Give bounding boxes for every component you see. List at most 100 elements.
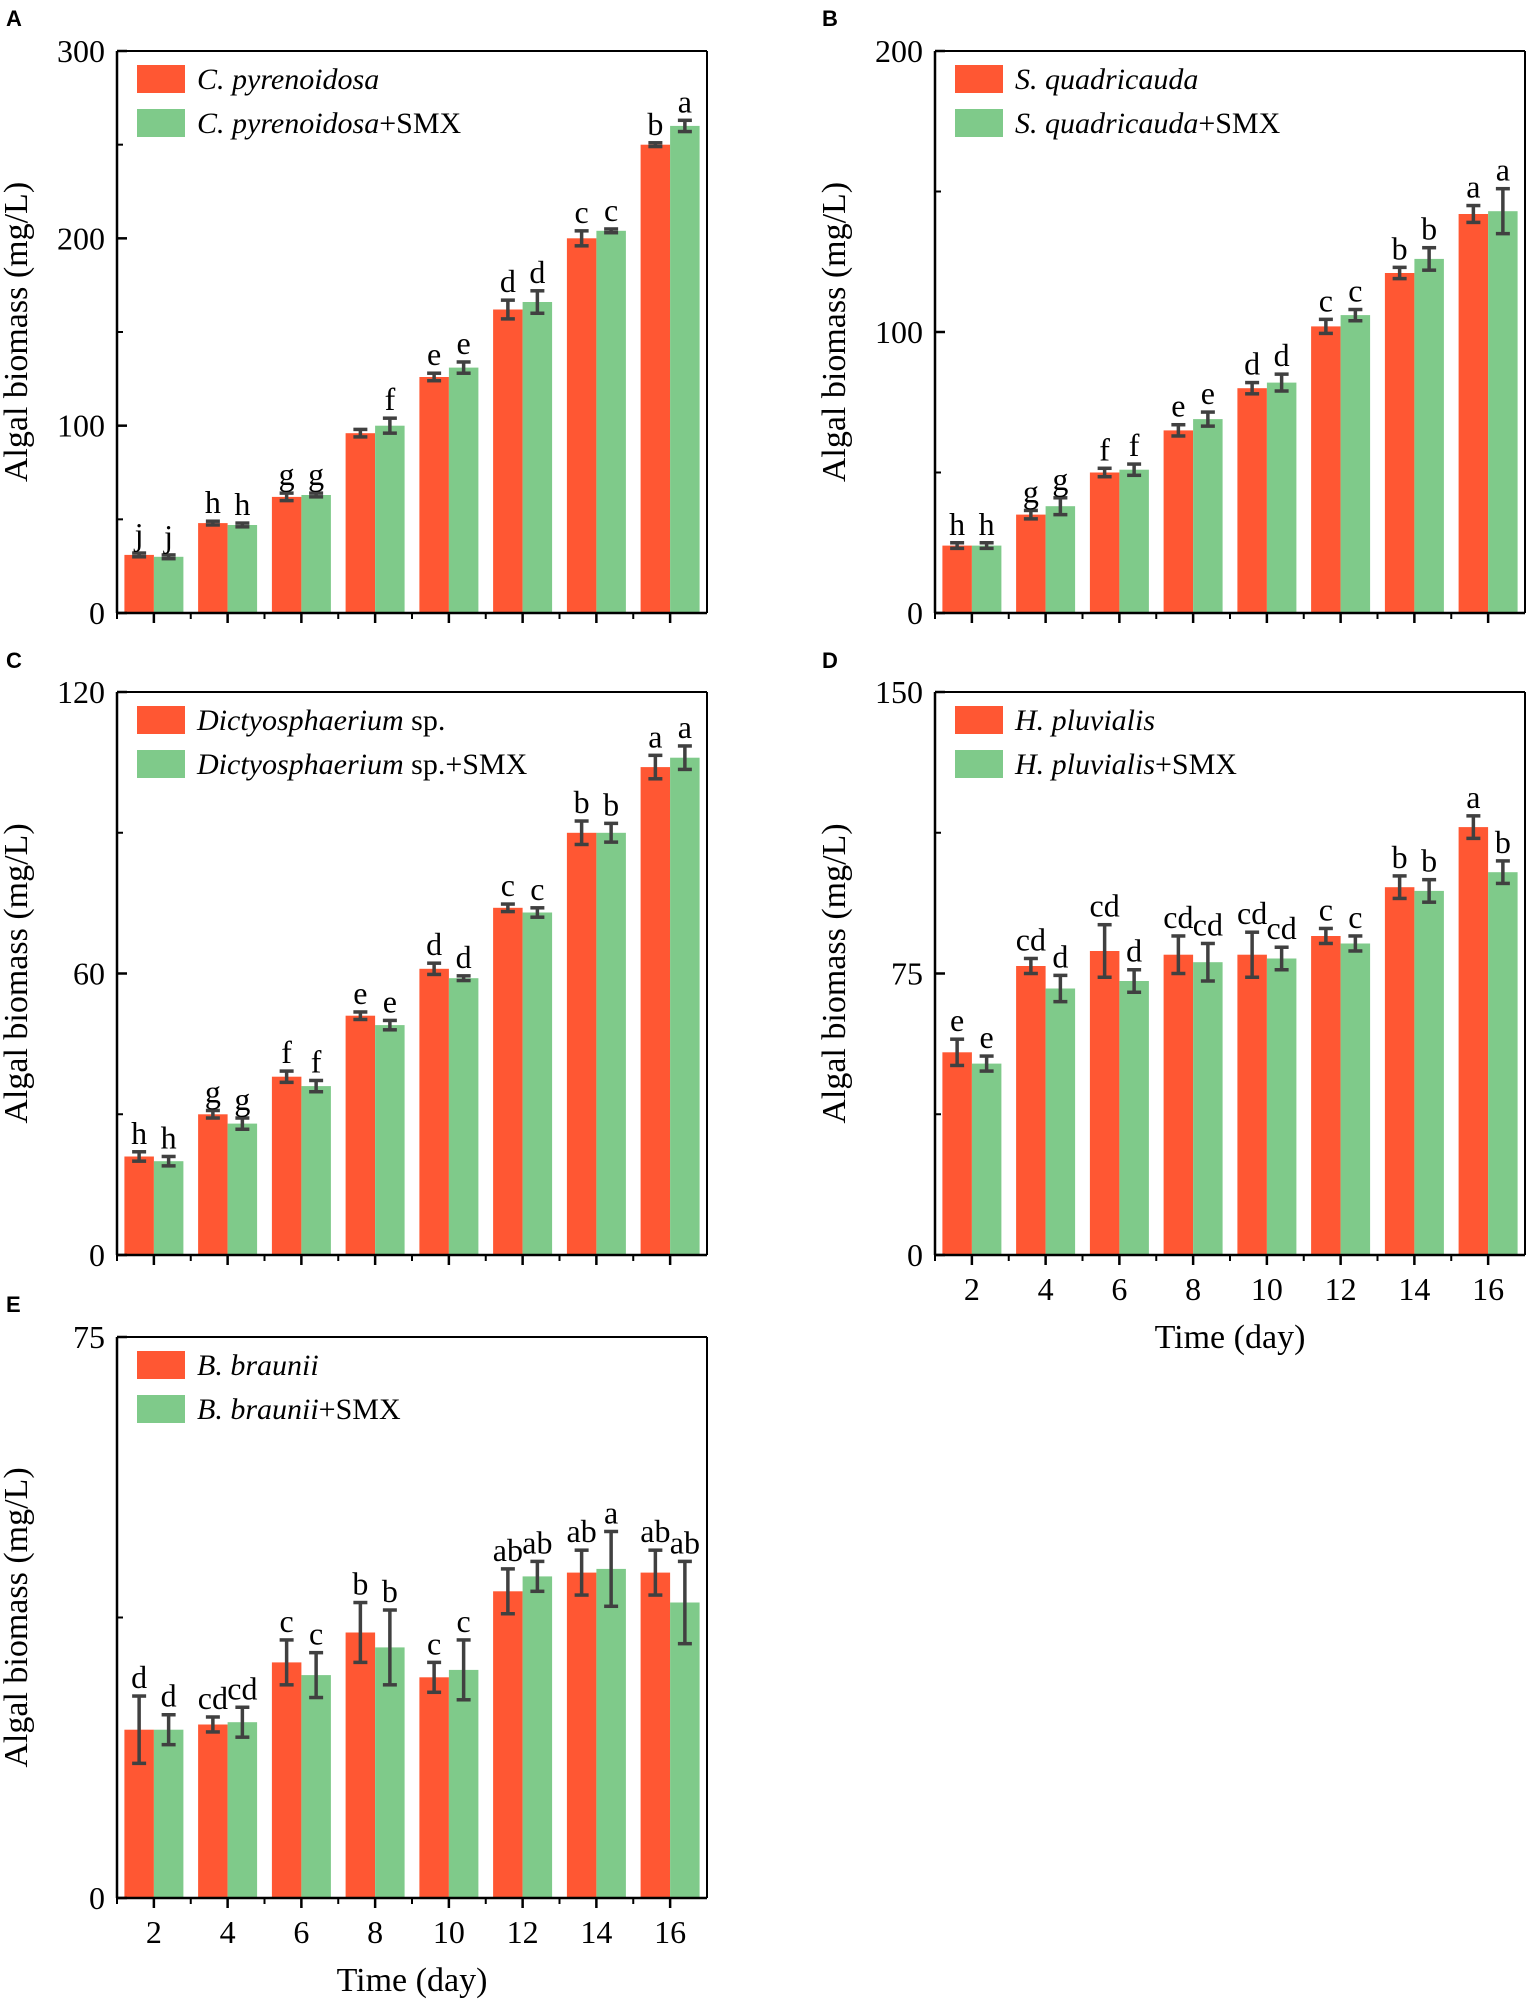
y-tick-label: 75 xyxy=(73,1319,105,1355)
error-bar xyxy=(309,1650,324,1700)
significance-label: a xyxy=(648,718,662,754)
error-bar xyxy=(456,974,471,983)
significance-label: cd xyxy=(227,1670,257,1706)
error-bar xyxy=(1200,941,1215,983)
x-tick-label: 12 xyxy=(507,1914,539,1950)
error-bar xyxy=(382,1608,397,1687)
error-bar xyxy=(1392,265,1407,281)
y-axis-title: Algal biomass (mg/L) xyxy=(0,182,35,482)
bar-smx-day-4 xyxy=(1045,988,1076,1255)
bar-smx-day-16 xyxy=(670,125,700,614)
significance-label: f xyxy=(385,381,396,417)
significance-label: f xyxy=(1129,427,1140,463)
significance-label: c xyxy=(574,194,588,230)
significance-label: a xyxy=(1496,152,1510,188)
legend-item-control: S. quadricauda xyxy=(955,63,1198,96)
y-axis-title: Algal biomass (mg/L) xyxy=(0,1467,35,1767)
error-bar xyxy=(427,1660,442,1695)
error-bar xyxy=(132,551,147,559)
bar-control-day-14 xyxy=(566,1572,597,1898)
significance-label: ab xyxy=(640,1513,670,1549)
legend-item-control: C. pyrenoidosa xyxy=(137,63,379,96)
error-bar xyxy=(604,227,619,235)
bar-control-day-6 xyxy=(1089,472,1120,613)
significance-label: ab xyxy=(670,1524,700,1560)
panel-letter: B xyxy=(822,6,838,31)
significance-label: b xyxy=(382,1573,398,1609)
y-axis-title: Algal biomass (mg/L) xyxy=(816,182,853,482)
significance-label: d xyxy=(1126,933,1142,969)
significance-label: c xyxy=(1319,892,1333,928)
legend-swatch xyxy=(955,109,1003,137)
bar-control-day-4 xyxy=(1016,514,1046,613)
error-bar xyxy=(950,541,965,551)
bar-smx-day-10 xyxy=(448,1669,479,1898)
panel-letter: E xyxy=(6,1292,21,1317)
bar-smx-day-8 xyxy=(375,1647,405,1898)
bar-smx-day-10 xyxy=(1266,382,1297,613)
error-bar xyxy=(161,553,176,561)
significance-label: e xyxy=(950,1002,964,1038)
bar-smx-day-10 xyxy=(1266,958,1297,1255)
legend-item-smx: S. quadricauda+SMX xyxy=(955,107,1281,140)
bar-control-day-10 xyxy=(419,377,449,613)
error-bar xyxy=(1274,945,1289,972)
bar-control-day-14 xyxy=(1384,887,1415,1255)
y-axis-title: Algal biomass (mg/L) xyxy=(0,823,35,1123)
x-tick-label: 6 xyxy=(293,1914,309,1950)
bar-smx-day-14 xyxy=(596,230,626,614)
bar-smx-day-10 xyxy=(448,367,479,613)
error-bar xyxy=(604,821,619,844)
error-bar xyxy=(1097,466,1112,479)
y-tick-label: 100 xyxy=(875,314,923,350)
error-bar xyxy=(382,1018,397,1032)
error-bar xyxy=(205,1108,220,1120)
bar-control-day-4 xyxy=(198,523,228,613)
significance-label: d xyxy=(131,1659,147,1695)
significance-label: a xyxy=(1466,169,1480,205)
bar-smx-day-2 xyxy=(153,1161,184,1255)
y-tick-label: 0 xyxy=(907,1237,923,1273)
significance-label: c xyxy=(604,192,618,228)
error-bar xyxy=(1023,956,1038,976)
error-bar xyxy=(382,416,397,435)
error-bar xyxy=(1274,372,1289,393)
x-tick-label: 4 xyxy=(220,1914,236,1950)
bar-control-day-16 xyxy=(1458,214,1489,613)
significance-label: cd xyxy=(1016,922,1046,958)
error-bar xyxy=(456,1638,471,1702)
error-bar xyxy=(456,360,471,375)
y-tick-label: 75 xyxy=(891,956,923,992)
significance-label: d xyxy=(1274,337,1290,373)
y-tick-label: 200 xyxy=(875,33,923,69)
x-tick-label: 14 xyxy=(580,1914,612,1950)
significance-label: d xyxy=(456,939,472,975)
significance-label: e xyxy=(1201,375,1215,411)
significance-label: g xyxy=(1052,461,1068,497)
significance-label: h xyxy=(205,484,221,520)
bar-control-day-2 xyxy=(942,545,972,613)
x-tick-label: 6 xyxy=(1111,1271,1127,1307)
significance-label: b xyxy=(1392,839,1408,875)
significance-label: ab xyxy=(493,1532,523,1568)
significance-label: c xyxy=(456,1603,470,1639)
error-bar xyxy=(530,1559,545,1594)
bar-smx-day-4 xyxy=(227,525,258,613)
bar-smx-day-12 xyxy=(522,1576,553,1898)
bar-control-day-16 xyxy=(640,767,671,1255)
bar-control-day-14 xyxy=(566,832,597,1256)
bar-smx-day-2 xyxy=(971,545,1002,613)
error-bar xyxy=(132,1150,147,1163)
x-tick-label: 10 xyxy=(1251,1271,1283,1307)
error-bar xyxy=(1392,874,1407,901)
bar-control-day-12 xyxy=(493,907,523,1255)
significance-label: e xyxy=(383,983,397,1019)
y-tick-label: 60 xyxy=(73,956,105,992)
x-tick-label: 14 xyxy=(1398,1271,1430,1307)
significance-label: b xyxy=(1421,843,1437,879)
bar-smx-day-4 xyxy=(1045,506,1076,613)
legend-swatch xyxy=(955,706,1003,734)
significance-label: h xyxy=(161,1120,177,1156)
error-bar xyxy=(1348,934,1363,953)
